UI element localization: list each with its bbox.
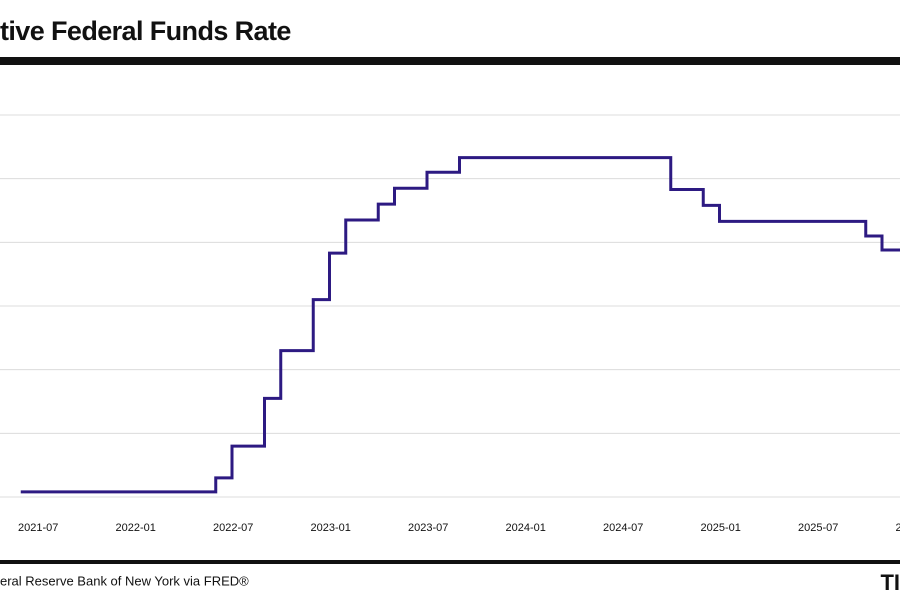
header-rule bbox=[0, 57, 900, 65]
x-tick-label: 2023-07 bbox=[408, 522, 448, 534]
x-tick-label: 2024-01 bbox=[506, 522, 546, 534]
footer-rule bbox=[0, 560, 900, 564]
x-tick-label: 2 bbox=[896, 522, 900, 534]
x-tick-label: 2023-01 bbox=[311, 522, 351, 534]
x-tick-label: 2025-01 bbox=[701, 522, 741, 534]
x-tick-label: 2021-07 bbox=[18, 522, 58, 534]
x-tick-label: 2022-07 bbox=[213, 522, 253, 534]
chart-title: tive Federal Funds Rate bbox=[0, 16, 291, 46]
source-note: eral Reserve Bank of New York via FRED® bbox=[0, 573, 249, 588]
x-tick-label: 2025-07 bbox=[798, 522, 838, 534]
logo: TI bbox=[880, 570, 900, 595]
x-tick-label: 2022-01 bbox=[116, 522, 156, 534]
rate-line bbox=[20, 156, 900, 494]
x-tick-label: 2024-07 bbox=[603, 522, 643, 534]
